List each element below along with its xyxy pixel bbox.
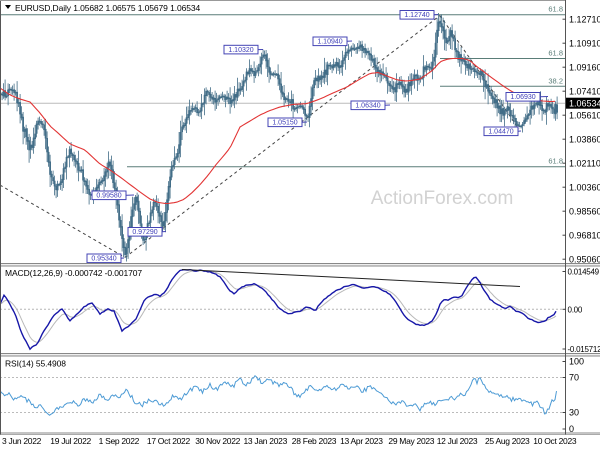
svg-text:61.8: 61.8 (548, 49, 563, 58)
svg-text:0.014549: 0.014549 (568, 268, 600, 277)
svg-text:EURUSD,Daily 1.05682 1.06575: EURUSD,Daily 1.05682 1.06575 1.05679 1.0… (15, 3, 200, 13)
svg-text:0.95060: 0.95060 (569, 254, 600, 264)
svg-text:-0.015712: -0.015712 (568, 345, 600, 354)
svg-text:1.06930: 1.06930 (510, 94, 535, 101)
svg-text:0: 0 (569, 424, 574, 434)
svg-text:30: 30 (569, 408, 579, 418)
svg-text:1.05150: 1.05150 (272, 120, 297, 127)
svg-text:17 Oct 2022: 17 Oct 2022 (147, 436, 191, 446)
svg-text:1.06534: 1.06534 (569, 98, 600, 108)
svg-text:0.98560: 0.98560 (569, 206, 600, 216)
svg-text:1.10910: 1.10910 (569, 38, 600, 48)
svg-text:0.00: 0.00 (568, 306, 583, 315)
svg-text:1.06340: 1.06340 (355, 103, 380, 110)
svg-text:1.00360: 1.00360 (569, 182, 600, 192)
svg-text:1.10940: 1.10940 (317, 39, 342, 46)
svg-text:1.10320: 1.10320 (228, 47, 253, 54)
svg-text:3 Jun 2022: 3 Jun 2022 (2, 436, 42, 446)
svg-text:70: 70 (569, 373, 579, 383)
svg-text:10 Oct 2023: 10 Oct 2023 (533, 436, 577, 446)
svg-text:29 May 2023: 29 May 2023 (388, 436, 434, 446)
svg-text:0.99580: 0.99580 (96, 193, 121, 200)
svg-text:RSI(14) 55.4908: RSI(14) 55.4908 (5, 359, 66, 369)
svg-text:1.05610: 1.05610 (569, 110, 600, 120)
svg-text:0.97290: 0.97290 (132, 229, 157, 236)
svg-text:100: 100 (569, 357, 584, 367)
svg-text:25 Aug 2023: 25 Aug 2023 (485, 436, 530, 446)
svg-text:1 Sep 2022: 1 Sep 2022 (99, 436, 140, 446)
svg-text:0.96810: 0.96810 (569, 230, 600, 240)
svg-text:MACD(12,26,9) -0.000742 -0.001: MACD(12,26,9) -0.000742 -0.001707 (5, 268, 142, 278)
svg-text:13 Jan 2023: 13 Jan 2023 (244, 436, 288, 446)
svg-text:38.2: 38.2 (548, 77, 563, 86)
svg-text:1.03860: 1.03860 (569, 134, 600, 144)
svg-text:12 Jul 2023: 12 Jul 2023 (437, 436, 478, 446)
svg-text:1.09160: 1.09160 (569, 62, 600, 72)
svg-text:61.8: 61.8 (548, 157, 563, 166)
svg-text:1.04470: 1.04470 (488, 129, 513, 136)
svg-text:19 Jul 2022: 19 Jul 2022 (50, 436, 91, 446)
svg-text:30 Nov 2022: 30 Nov 2022 (195, 436, 240, 446)
svg-text:61.8: 61.8 (548, 5, 563, 14)
svg-text:ActionForex.com: ActionForex.com (371, 188, 514, 209)
svg-text:28 Feb 2023: 28 Feb 2023 (292, 436, 337, 446)
svg-text:0.95340: 0.95340 (91, 256, 116, 263)
svg-text:1.12740: 1.12740 (404, 12, 429, 19)
svg-text:1.07410: 1.07410 (569, 86, 600, 96)
svg-text:1.12710: 1.12710 (569, 14, 600, 24)
svg-text:1.02110: 1.02110 (569, 158, 600, 168)
svg-text:13 Apr 2023: 13 Apr 2023 (340, 436, 383, 446)
